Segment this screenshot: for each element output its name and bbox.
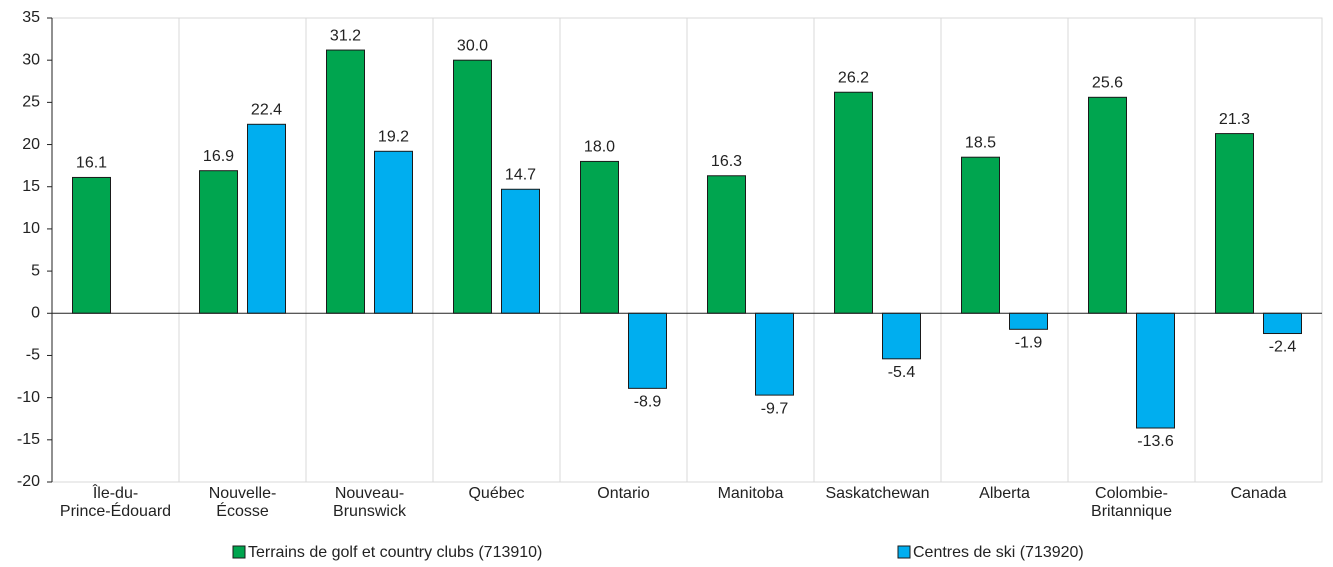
value-label: 21.3 <box>1219 111 1250 128</box>
legend-label: Centres de ski (713920) <box>913 544 1084 561</box>
y-tick-label: 0 <box>31 304 40 321</box>
x-tick-label: Île-du-Prince-Édouard <box>60 483 171 520</box>
bar <box>326 49 365 314</box>
y-tick-label: 5 <box>31 262 40 279</box>
x-tick-label: Colombie-Britannique <box>1091 485 1172 520</box>
y-tick-label: -15 <box>17 431 40 448</box>
bar <box>199 170 238 314</box>
y-tick-label: 35 <box>22 9 40 26</box>
value-label: 18.0 <box>584 139 615 156</box>
bar <box>247 123 286 314</box>
x-tick-line: Nouveau- <box>335 485 404 502</box>
x-tick-label: Nouvelle-Écosse <box>209 485 277 520</box>
value-label: -1.9 <box>1015 335 1043 352</box>
bar <box>453 59 492 314</box>
x-tick-line: Colombie- <box>1095 485 1168 502</box>
x-tick-label: Ontario <box>597 485 650 502</box>
y-tick-label: 15 <box>22 178 40 195</box>
value-label: 16.3 <box>711 153 742 170</box>
value-label: -2.4 <box>1269 339 1297 356</box>
bar <box>628 312 667 389</box>
value-label: 14.7 <box>505 166 536 183</box>
bar <box>72 176 111 314</box>
bar <box>834 91 873 314</box>
x-tick-line: Brunswick <box>333 503 407 520</box>
y-tick-label: 10 <box>22 220 40 237</box>
x-tick-label: Manitoba <box>718 485 784 502</box>
x-tick-line: Écosse <box>216 501 269 520</box>
value-label: 16.9 <box>203 148 234 165</box>
x-tick-line: Québec <box>468 485 524 502</box>
bar <box>882 312 921 360</box>
x-tick-line: Alberta <box>979 485 1030 502</box>
value-label: -8.9 <box>634 394 662 411</box>
legend-swatch <box>232 545 246 559</box>
value-label: -13.6 <box>1137 433 1174 450</box>
bar <box>755 312 794 396</box>
bar <box>707 175 746 314</box>
y-tick-label: 20 <box>22 136 40 153</box>
x-tick-line: Manitoba <box>718 485 784 502</box>
value-label: 26.2 <box>838 69 869 86</box>
value-label: 18.5 <box>965 134 996 151</box>
bar <box>1009 312 1048 330</box>
value-label: 25.6 <box>1092 75 1123 92</box>
y-tick-label: -10 <box>17 389 40 406</box>
y-tick-label: -5 <box>26 347 40 364</box>
x-tick-label: Nouveau-Brunswick <box>333 485 407 520</box>
x-tick-line: Ontario <box>597 485 650 502</box>
legend-swatch <box>897 545 911 559</box>
legend-label: Terrains de golf et country clubs (71391… <box>248 544 542 561</box>
y-tick-label: 25 <box>22 94 40 111</box>
value-label: 16.1 <box>76 155 107 172</box>
x-tick-label: Alberta <box>979 485 1030 502</box>
x-tick-label: Québec <box>468 485 524 502</box>
y-tick-label: 30 <box>22 51 40 68</box>
value-label: 22.4 <box>251 102 282 119</box>
x-tick-line: Britannique <box>1091 503 1172 520</box>
bar <box>961 156 1000 314</box>
value-label: 19.2 <box>378 129 409 146</box>
x-tick-label: Saskatchewan <box>825 485 929 502</box>
bar <box>501 188 540 314</box>
value-label: -5.4 <box>888 364 916 381</box>
value-label: 31.2 <box>330 27 361 44</box>
x-tick-line: Île-du- <box>92 483 138 502</box>
bar <box>580 160 619 314</box>
bar <box>1088 96 1127 314</box>
bar <box>374 150 413 314</box>
x-tick-line: Nouvelle- <box>209 485 277 502</box>
value-label: 30.0 <box>457 37 488 54</box>
x-tick-line: Canada <box>1230 485 1286 502</box>
y-tick-label: -20 <box>17 473 40 490</box>
bar <box>1136 312 1175 429</box>
value-label: -9.7 <box>761 400 789 417</box>
x-tick-label: Canada <box>1230 485 1286 502</box>
bar <box>1215 133 1254 314</box>
bar <box>1263 312 1302 335</box>
x-tick-line: Saskatchewan <box>825 485 929 502</box>
x-tick-line: Prince-Édouard <box>60 501 171 520</box>
